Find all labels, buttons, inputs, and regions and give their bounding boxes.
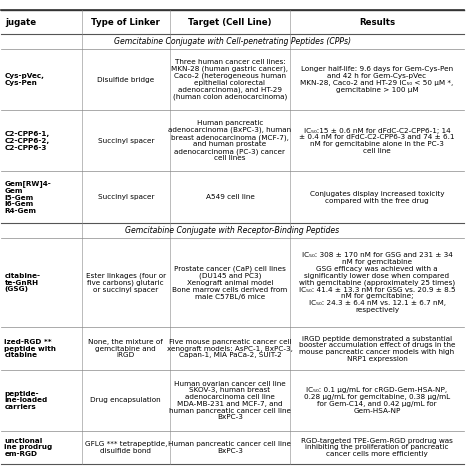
Text: Gemcitabine Conjugate with Cell-penetrating Peptides (CPPs): Gemcitabine Conjugate with Cell-penetrat… [114, 37, 351, 46]
Text: Five mouse pancreatic cancer cell
xenograft models: AsPC-1, BxPC-3,
Capan-1, MIA: Five mouse pancreatic cancer cell xenogr… [167, 339, 293, 358]
Bar [0, 49, 464, 110]
Text: Results: Results [359, 18, 395, 27]
Text: IC₅₀: 308 ± 170 nM for GSG and 231 ± 34
nM for gemcitabine
GSG efficacy was achi: IC₅₀: 308 ± 170 nM for GSG and 231 ± 34 … [299, 253, 456, 313]
Text: Drug encapsulation: Drug encapsulation [91, 397, 161, 403]
Text: Human pancreatic cancer cell line
BxPC-3: Human pancreatic cancer cell line BxPC-3 [168, 441, 292, 454]
Text: Longer half-life: 9.6 days for Gem-Cys-Pen
and 42 h for Gem-Cys-pVec
MKN-28, Cac: Longer half-life: 9.6 days for Gem-Cys-P… [301, 66, 454, 93]
Text: Ester linkages (four or
five carbons) glutaric
or succinyl spacer: Ester linkages (four or five carbons) gl… [86, 273, 166, 293]
Bar [0, 431, 464, 464]
Text: A549 cell line: A549 cell line [206, 194, 255, 200]
Text: Human pancreatic
adenocarcinoma (BxPC-3), human
breast adenocarcinoma (MCF-7),
a: Human pancreatic adenocarcinoma (BxPC-3)… [168, 120, 292, 162]
Text: IC₅₀:15 ± 0.6 nM for dFdC-C2-CPP6-1; 14
± 0.4 nM for dFdC-C2-CPP6-3 and 74 ± 6.1: IC₅₀:15 ± 0.6 nM for dFdC-C2-CPP6-1; 14 … [299, 128, 455, 154]
Bar [0, 328, 464, 370]
Text: iRGD peptide demonstrated a substantial
booster accumulation effect of drugs in : iRGD peptide demonstrated a substantial … [299, 336, 455, 362]
Text: unctional
ine prodrug
em-RGD: unctional ine prodrug em-RGD [4, 438, 53, 457]
Text: Human ovarian cancer cell line
SKOV-3, human breast
adenocarcinoma cell line
MDA: Human ovarian cancer cell line SKOV-3, h… [169, 381, 291, 420]
Text: Cys-pVec,
Cys-Pen: Cys-pVec, Cys-Pen [4, 73, 44, 86]
Text: Target (Cell Line): Target (Cell Line) [188, 18, 272, 27]
Text: RGD-targeted TPE-Gem-RGD prodrug was
inhibiting the proliferation of pancreatic
: RGD-targeted TPE-Gem-RGD prodrug was inh… [301, 438, 453, 457]
Bar [0, 110, 464, 172]
Text: Succinyl spacer: Succinyl spacer [98, 194, 154, 200]
Text: ized-RGD **
peptide with
citabine: ized-RGD ** peptide with citabine [4, 339, 56, 358]
Text: Three human cancer cell lines:
MKN-28 (human gastric cancer),
Caco-2 (heterogene: Three human cancer cell lines: MKN-28 (h… [172, 59, 289, 100]
Bar [0, 172, 464, 223]
Text: IC₅₀: 0.1 μg/mL for cRGD-Gem-HSA-NP,
0.28 μg/mL for gemcitabine, 0.38 μg/mL
for : IC₅₀: 0.1 μg/mL for cRGD-Gem-HSA-NP, 0.2… [304, 387, 450, 413]
Text: Type of Linker: Type of Linker [91, 18, 160, 27]
Bar [0, 370, 464, 431]
Text: C2-CPP6-1,
C2-CPP6-2,
C2-CPP6-3: C2-CPP6-1, C2-CPP6-2, C2-CPP6-3 [4, 131, 49, 151]
Bar [0, 223, 464, 238]
Text: GFLG *** tetrapeptide,
disulfide bond: GFLG *** tetrapeptide, disulfide bond [84, 441, 167, 454]
Text: Gemcitabine Conjugate with Receptor-Binding Peptides: Gemcitabine Conjugate with Receptor-Bind… [125, 226, 339, 235]
Text: Conjugates display increased toxicity
compared with the free drug: Conjugates display increased toxicity co… [310, 191, 444, 204]
Text: Disulfide bridge: Disulfide bridge [97, 77, 155, 82]
Text: peptide-
ine-loaded
carriers: peptide- ine-loaded carriers [4, 391, 48, 410]
Text: None, the mixture of
gemcitabine and
iRGD: None, the mixture of gemcitabine and iRG… [88, 339, 163, 358]
Bar [0, 34, 464, 49]
Text: Gem[RW]4-
Gem
I5-Gem
I6-Gem
R4-Gem: Gem[RW]4- Gem I5-Gem I6-Gem R4-Gem [4, 180, 51, 214]
Bar [0, 238, 464, 328]
Text: Prostate cancer (CaP) cell lines
(DU145 and PC3)
Xenograft animal model
Bone mar: Prostate cancer (CaP) cell lines (DU145 … [173, 266, 288, 300]
Text: jugate: jugate [5, 18, 36, 27]
Text: Succinyl spacer: Succinyl spacer [98, 138, 154, 144]
Bar [0, 10, 464, 34]
Text: citabine-
te-GnRH
(GSG): citabine- te-GnRH (GSG) [4, 273, 40, 292]
